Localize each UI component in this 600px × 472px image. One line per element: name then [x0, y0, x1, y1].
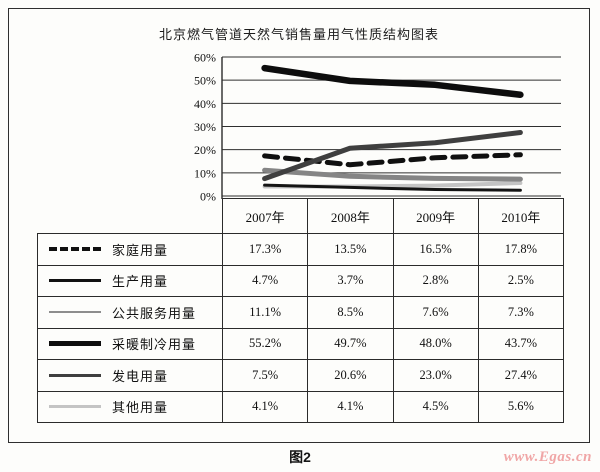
- y-axis-tick-label: 20%: [194, 143, 216, 157]
- y-axis-tick-label: 50%: [194, 74, 216, 88]
- series-line-household: [262, 152, 523, 168]
- year-header-2008: 2008年: [307, 198, 394, 234]
- y-axis-tick-label: 40%: [194, 97, 216, 111]
- table-row-public-service: 公共服务用量 11.1% 8.5% 7.6% 7.3%: [37, 296, 565, 329]
- series-line-power-generation: [262, 130, 523, 182]
- year-header-2010: 2010年: [477, 198, 565, 234]
- value-cell: 13.5%: [307, 233, 394, 266]
- legend-cell-household: 家庭用量: [37, 233, 223, 266]
- legend-cell-other: 其他用量: [37, 390, 223, 423]
- figure-caption: 图2: [289, 449, 311, 465]
- value-cell: 16.5%: [392, 233, 479, 266]
- table-row-other: 其他用量 4.1% 4.1% 4.5% 5.6%: [37, 390, 565, 423]
- legend-line-heating-cooling-icon: [49, 341, 101, 347]
- value-cell: 17.3%: [221, 233, 309, 266]
- table-row-heating-cooling: 采暖制冷用量 55.2% 49.7% 48.0% 43.7%: [37, 327, 565, 360]
- table-row-household: 家庭用量 17.3% 13.5% 16.5% 17.8%: [37, 233, 565, 266]
- value-cell: 23.0%: [392, 359, 479, 392]
- value-cell: 3.7%: [307, 264, 394, 297]
- legend-cell-public-service: 公共服务用量: [37, 296, 223, 329]
- value-cell: 4.1%: [221, 390, 309, 423]
- y-axis-tick-label: 10%: [194, 166, 216, 180]
- legend-line-public-service-icon: [49, 311, 101, 314]
- legend-label: 其他用量: [112, 400, 169, 416]
- value-cell: 11.1%: [221, 296, 309, 329]
- table-corner-blank: [38, 199, 223, 234]
- legend-line-other-icon: [49, 405, 101, 409]
- table-header-row: 2007年 2008年 2009年 2010年: [38, 198, 565, 234]
- legend-label: 发电用量: [112, 368, 169, 384]
- value-cell: 2.8%: [392, 264, 479, 297]
- watermark-text: www.Egas.cn: [503, 449, 592, 465]
- legend-line-household-icon: [49, 247, 101, 252]
- y-axis-tick-label: 30%: [194, 120, 216, 134]
- legend-label: 家庭用量: [112, 242, 169, 258]
- value-cell: 5.6%: [477, 390, 565, 423]
- value-cell: 4.7%: [221, 264, 309, 297]
- chart-title: 北京燃气管道天然气销售量用气性质结构图表: [158, 27, 439, 42]
- value-cell: 17.8%: [477, 233, 565, 266]
- table-row-production: 生产用量 4.7% 3.7% 2.8% 2.5%: [37, 264, 565, 297]
- value-cell: 55.2%: [221, 327, 309, 360]
- value-cell: 7.3%: [477, 296, 565, 329]
- legend-cell-power-generation: 发电用量: [37, 359, 223, 392]
- value-cell: 43.7%: [477, 327, 565, 360]
- value-cell: 7.5%: [221, 359, 309, 392]
- y-axis-tick-label: 0%: [200, 190, 216, 204]
- legend-line-production-icon: [49, 279, 101, 283]
- year-header-2007: 2007年: [221, 198, 309, 234]
- legend-label: 公共服务用量: [112, 305, 197, 321]
- legend-label: 采暖制冷用量: [112, 337, 197, 353]
- legend-cell-production: 生产用量: [37, 264, 223, 297]
- value-cell: 20.6%: [307, 359, 394, 392]
- value-cell: 8.5%: [307, 296, 394, 329]
- value-cell: 4.5%: [392, 390, 479, 423]
- series-line-production: [263, 183, 522, 192]
- legend-cell-heating-cooling: 采暖制冷用量: [37, 327, 223, 360]
- legend-label: 生产用量: [112, 274, 169, 290]
- value-cell: 7.6%: [392, 296, 479, 329]
- series-line-public-service: [262, 167, 523, 182]
- y-axis-tick-label: 60%: [194, 51, 216, 65]
- value-cell: 2.5%: [477, 264, 565, 297]
- series-line-heating-cooling: [261, 64, 524, 99]
- value-cell: 27.4%: [477, 359, 565, 392]
- value-cell: 48.0%: [392, 327, 479, 360]
- table-row-power-generation: 发电用量 7.5% 20.6% 23.0% 27.4%: [37, 359, 565, 392]
- legend-line-power-generation-icon: [49, 373, 101, 377]
- value-cell: 49.7%: [307, 327, 394, 360]
- data-table: 2007年 2008年 2009年 2010年 家庭用量 17.3% 13.5%…: [37, 198, 565, 423]
- value-cell: 4.1%: [307, 390, 394, 423]
- year-header-2009: 2009年: [392, 198, 479, 234]
- figure-outer-border: [8, 8, 590, 443]
